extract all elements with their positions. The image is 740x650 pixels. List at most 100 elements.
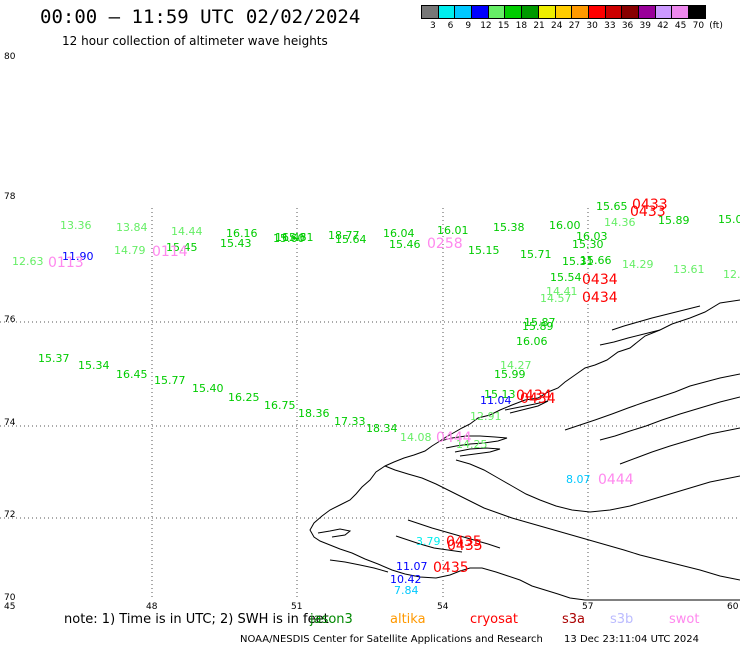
wave-height-label: 15.71 <box>520 248 552 261</box>
wave-height-label: 14.36 <box>604 216 636 229</box>
greenland-coastline <box>309 299 740 601</box>
scale-label: 45 <box>674 21 687 31</box>
wave-height-label: 13.61 <box>673 263 705 276</box>
lon-label-45: 45 <box>4 602 16 612</box>
wave-height-label: 3.79 <box>416 535 441 548</box>
legend-cryosat: cryosat <box>470 612 518 627</box>
wave-height-label: 13.84 <box>116 221 148 234</box>
scale-label: 24 <box>551 21 563 31</box>
scale-label: 12 <box>480 21 492 31</box>
wave-height-label: 16.04 <box>383 227 415 240</box>
wave-height-label: 15.34 <box>78 359 110 372</box>
wave-height-label: 16.25 <box>228 391 260 404</box>
wave-height-label: 14.79 <box>114 244 146 257</box>
wave-height-label: 15.38 <box>493 221 525 234</box>
wave-height-label: 16.01 <box>437 224 469 237</box>
scale-label: 27 <box>568 21 581 31</box>
pass-time-label: 0433 <box>632 197 668 213</box>
legend-swot: swot <box>669 612 700 627</box>
lat-label-80: 80 <box>4 52 16 62</box>
wave-height-label: 15.54 <box>550 271 582 284</box>
legend-s3a: s3a <box>562 612 586 627</box>
wave-height-label: 11.90 <box>62 250 94 263</box>
wave-height-label: 14.29 <box>622 258 654 271</box>
wave-height-label: 15.89 <box>658 214 690 227</box>
wave-height-label: 12.63 <box>12 255 44 268</box>
wave-height-label: 14.44 <box>171 225 203 238</box>
wave-height-label: 15.60 <box>273 232 305 245</box>
scale-label: 21 <box>533 21 545 31</box>
wave-height-label: 15.64 <box>335 233 367 246</box>
wave-height-label: 15.99 <box>494 368 526 381</box>
pass-time-label: 0435 <box>433 560 469 576</box>
wave-height-label: 15.37 <box>38 352 70 365</box>
scale-label: 36 <box>621 21 634 31</box>
wave-height-label: 15.40 <box>192 382 224 395</box>
wave-height-label: 18.36 <box>298 407 330 420</box>
pass-time-label: 0435 <box>446 534 482 550</box>
pass-time-label: 0444 <box>598 472 634 488</box>
pass-time-label: 0434 <box>582 272 618 288</box>
lon-label-57: 57 <box>582 602 594 612</box>
scale-label: (ft) <box>709 21 723 31</box>
wave-height-label: 15.0 <box>718 213 740 226</box>
units-note: note: 1) Time is in UTC; 2) SWH is in fe… <box>64 612 329 627</box>
wave-height-label: 12.9 <box>723 268 740 281</box>
credit-text: NOAA/NESDIS Center for Satellite Applica… <box>240 634 543 645</box>
wave-height-label: 10.42 <box>390 573 422 586</box>
wave-height-label: 13.36 <box>60 219 92 232</box>
wave-height-label: 15.87 <box>524 316 556 329</box>
map-subtitle: 12 hour collection of altimeter wave hei… <box>62 34 328 48</box>
lat-label-72: 72 <box>4 510 16 520</box>
generated-timestamp: 13 Dec 23:11:04 UTC 2024 <box>564 634 700 645</box>
scale-label: 42 <box>657 21 669 31</box>
wave-height-label: 15.31 <box>562 255 594 268</box>
lat-label-70: 70 <box>4 593 16 603</box>
wave-height-labels: 13.36 13.84 14.44 16.16 16.43 18.77 16.04 16.01… <box>12 197 740 597</box>
scale-swatch <box>688 5 706 19</box>
wave-height-label: 15.77 <box>154 374 186 387</box>
wave-height-label: 16.45 <box>116 368 148 381</box>
wave-height-label: 15.66 <box>580 254 612 267</box>
wave-height-label: 12.91 <box>470 410 502 423</box>
lon-label-60: 60 <box>727 602 739 612</box>
pass-time-label: 0433 <box>630 204 666 220</box>
pass-time-label: 0434 <box>520 391 556 407</box>
wave-height-label: 11.04 <box>480 394 512 407</box>
pass-time-label: 0113 <box>48 255 84 271</box>
pass-time-label: 0114 <box>152 244 188 260</box>
wave-height-color-scale <box>421 5 706 19</box>
pass-time-label: 0435 <box>447 538 483 554</box>
legend-jason3: jason3 <box>310 612 353 627</box>
footer: NOAA/NESDIS Center for Satellite Applica… <box>240 634 699 645</box>
scale-label: 3 <box>429 21 436 31</box>
scale-label: 33 <box>604 21 616 31</box>
wave-height-label: 16.43 <box>275 231 307 244</box>
wave-height-label: 7.84 <box>394 584 419 597</box>
wave-height-label: 16.03 <box>576 230 608 243</box>
map-title: 00:00 – 11:59 UTC 02/02/2024 <box>40 6 361 28</box>
wave-height-label: 15.65 <box>596 200 628 213</box>
wave-height-label: 18.77 <box>328 229 360 242</box>
wave-height-label: 8.07 <box>566 473 591 486</box>
scale-label: 6 <box>447 21 454 31</box>
wave-height-label: 15.45 <box>166 241 198 254</box>
pass-time-label: 0434 <box>516 388 552 404</box>
pass-time-label: 0258 <box>427 236 463 252</box>
pass-time-label: 0434 <box>582 290 618 306</box>
wave-height-label: 17.33 <box>334 415 366 428</box>
wave-height-label: 11.07 <box>396 560 428 573</box>
wave-height-label: 14.41 <box>546 285 578 298</box>
wave-height-label: 16.06 <box>516 335 548 348</box>
wave-height-label: 15.13 <box>484 388 516 401</box>
wave-height-label: 15.30 <box>572 238 604 251</box>
wave-height-label: 14.25 <box>456 438 488 451</box>
legend-s3b: s3b <box>610 612 634 627</box>
wave-height-label: 15.43 <box>220 237 252 250</box>
lon-label-54: 54 <box>437 602 449 612</box>
wave-height-label: 16.75 <box>264 399 296 412</box>
pass-time-label: 0444 <box>436 430 472 446</box>
scale-label: 18 <box>515 21 528 31</box>
wave-height-label: 15.61 <box>282 231 314 244</box>
